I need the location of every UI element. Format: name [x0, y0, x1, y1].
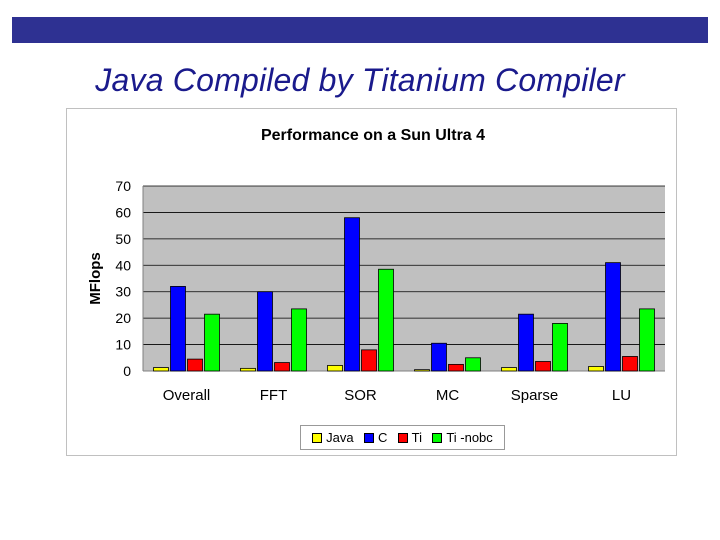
bar-ti-nobc	[639, 308, 655, 372]
bar-ti-nobc	[204, 313, 220, 372]
chart-frame: 0 10 20 30 40 50 60 70 Performance on a Sun Ultr…	[66, 108, 677, 456]
legend-label: C	[377, 430, 388, 445]
bar-java	[501, 367, 517, 372]
x-tick-label: FFT	[260, 387, 288, 404]
x-tick-label: Sparse	[511, 387, 559, 404]
legend-item: Java	[312, 430, 354, 445]
chart-title: Performance on a Sun Ultra 4	[261, 127, 485, 144]
bar-ti	[622, 356, 638, 372]
legend-swatch	[432, 432, 443, 443]
bar-ti	[187, 358, 203, 372]
bar-java	[327, 365, 343, 372]
bar-ti-nobc	[465, 357, 481, 372]
bar-java	[153, 367, 169, 372]
plot-area	[143, 186, 665, 371]
legend-item: Ti	[397, 430, 422, 445]
slide-title: Java Compiled by Titanium Compiler	[95, 62, 625, 98]
y-tick-label: 0	[123, 363, 131, 379]
y-tick-label: 20	[115, 310, 131, 326]
legend-swatch	[312, 432, 323, 443]
legend-label: Ti	[411, 430, 422, 445]
bar-ti	[535, 361, 551, 372]
legend-item: C	[363, 430, 388, 445]
bar-java	[240, 367, 256, 372]
bar-java	[588, 366, 604, 372]
y-axis-label: MFlops	[87, 252, 104, 305]
bar-java	[414, 369, 430, 372]
x-tick-label: SOR	[344, 387, 377, 404]
bar-c	[518, 313, 534, 372]
x-tick-label: Overall	[163, 387, 211, 404]
x-tick-label: LU	[612, 387, 631, 404]
y-tick-label: 10	[115, 337, 131, 353]
x-tick-label: MC	[436, 387, 459, 404]
y-tick-label: 50	[115, 231, 131, 247]
bar-ti	[274, 362, 290, 372]
bar-chart: 0 10 20 30 40 50 60 70 Performance on a Sun Ultr…	[87, 127, 665, 404]
bar-c	[431, 342, 447, 372]
bar-ti-nobc	[378, 268, 394, 372]
bar-ti	[361, 349, 377, 372]
legend-item: Ti -nobc	[432, 430, 493, 445]
legend-label: Java	[326, 430, 354, 445]
bar-ti	[448, 363, 464, 372]
bar-c	[170, 286, 186, 372]
y-tick-label: 60	[115, 204, 131, 220]
legend-label: Ti -nobc	[446, 430, 493, 445]
bar-c	[344, 217, 360, 372]
y-tick-label: 40	[115, 257, 131, 273]
bar-c	[605, 262, 621, 372]
bar-c	[257, 291, 273, 372]
chart-legend: Java C Ti Ti -nobc	[300, 425, 505, 450]
y-tick-label: 70	[115, 178, 131, 194]
legend-swatch	[363, 432, 374, 443]
bar-ti-nobc	[291, 308, 307, 372]
bar-ti-nobc	[552, 323, 568, 372]
title-bar-accent	[12, 17, 708, 43]
legend-swatch	[397, 432, 408, 443]
y-tick-label: 30	[115, 284, 131, 300]
